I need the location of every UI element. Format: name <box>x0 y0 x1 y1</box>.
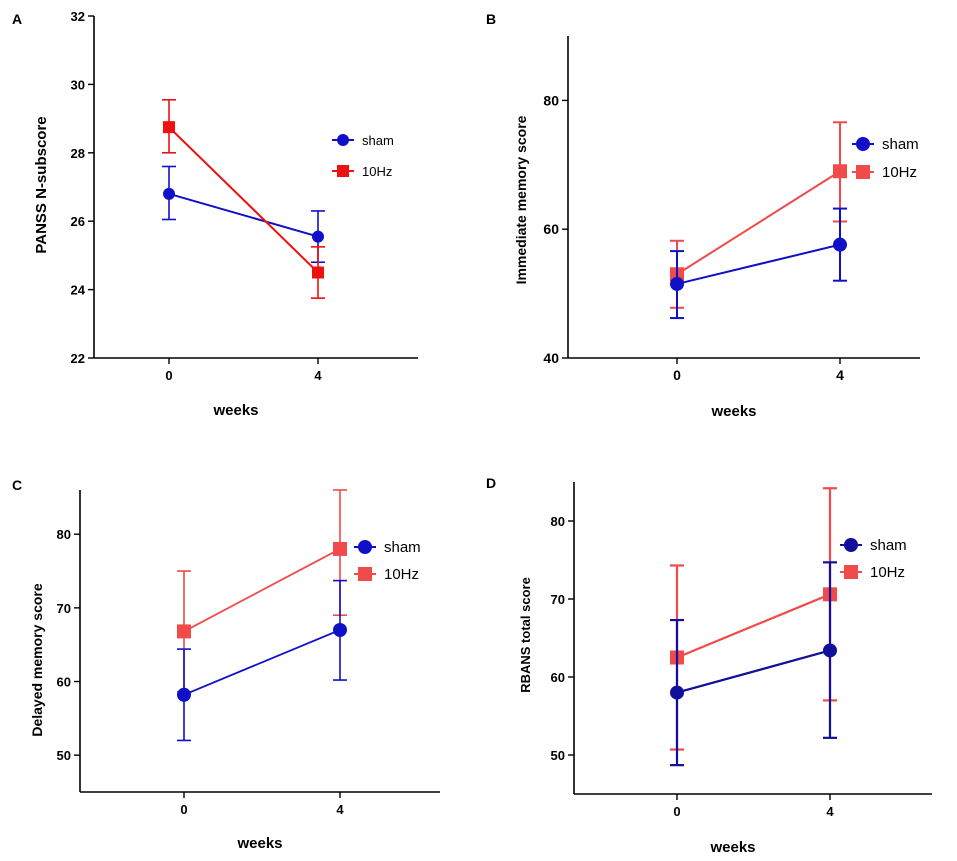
x-tick-label: 0 <box>180 802 187 817</box>
series-10hz <box>670 487 837 751</box>
series-10hz <box>162 98 325 299</box>
legend: sham 10Hz <box>354 539 421 583</box>
series-sham <box>177 579 347 742</box>
data-point-circle <box>833 237 847 252</box>
legend-label: sham <box>384 539 421 556</box>
series-line <box>183 548 341 633</box>
y-tick-label: 26 <box>71 214 85 229</box>
y-axis-label: Immediate memory score <box>513 115 529 284</box>
panel-b: B 40 60 80 0 4 weeks Immediate memory score sham… <box>486 11 920 420</box>
legend-marker-square <box>337 165 349 177</box>
series-sham <box>162 165 325 264</box>
y-tick-label: 70 <box>551 592 565 607</box>
panel-d: D 50 60 70 80 0 4 weeks RBANS total score sham 10H… <box>486 475 932 856</box>
legend-marker-circle <box>844 538 858 552</box>
y-tick-label: 30 <box>71 77 85 92</box>
y-tick-label: 28 <box>71 146 85 161</box>
data-point-circle <box>312 230 324 243</box>
series-line <box>676 243 841 285</box>
legend-label: 10Hz <box>362 164 392 179</box>
x-tick-label: 0 <box>673 804 680 819</box>
series-sham <box>670 561 837 767</box>
legend-label: sham <box>870 537 907 554</box>
y-axis-label: Delayed memory score <box>29 583 45 737</box>
x-axis-label: weeks <box>709 839 755 856</box>
legend-marker-circle <box>358 540 372 554</box>
y-tick-label: 60 <box>543 221 559 237</box>
y-tick-label: 80 <box>551 514 565 529</box>
y-axis-label: RBANS total score <box>518 577 533 693</box>
y-tick-label: 60 <box>551 670 565 685</box>
x-tick-label: 0 <box>673 367 681 383</box>
legend-label: sham <box>882 136 919 153</box>
panel-label: B <box>486 11 496 27</box>
y-tick-label: 32 <box>71 9 85 24</box>
y-tick-label: 50 <box>551 748 565 763</box>
x-tick-label: 4 <box>336 802 344 817</box>
data-point-circle <box>163 187 175 200</box>
data-point-square <box>833 164 847 179</box>
x-axis-label: weeks <box>212 402 258 419</box>
legend-label: 10Hz <box>870 564 905 581</box>
x-tick-label: 4 <box>314 368 322 383</box>
legend: sham 10Hz <box>332 133 394 179</box>
y-tick-label: 40 <box>543 350 559 366</box>
legend-label: sham <box>362 133 394 148</box>
legend-marker-square <box>358 567 372 581</box>
panel-label: A <box>12 11 22 27</box>
data-point-square <box>333 541 347 556</box>
series-line <box>168 192 319 238</box>
data-point-circle <box>670 685 684 700</box>
series-line <box>183 629 341 696</box>
series-line <box>676 593 831 659</box>
y-tick-label: 24 <box>71 283 86 298</box>
legend: sham 10Hz <box>840 537 907 581</box>
panel-label: C <box>12 477 22 493</box>
series-sham <box>670 207 847 320</box>
x-axis-label: weeks <box>236 835 282 852</box>
series-line <box>676 649 831 694</box>
legend-label: 10Hz <box>882 164 917 181</box>
data-point-square <box>163 121 175 134</box>
data-point-square <box>177 624 191 639</box>
data-point-circle <box>177 687 191 702</box>
data-point-square <box>312 266 324 279</box>
legend-marker-square <box>856 165 870 179</box>
y-axis-label: PANSS N-subscore <box>33 116 50 253</box>
legend: sham 10Hz <box>852 136 919 181</box>
legend-label: 10Hz <box>384 566 419 583</box>
x-tick-label: 4 <box>826 804 834 819</box>
data-point-circle <box>333 622 347 637</box>
y-tick-label: 70 <box>57 601 71 616</box>
y-tick-label: 80 <box>543 92 559 108</box>
data-point-circle <box>670 276 684 291</box>
x-tick-label: 0 <box>165 368 172 383</box>
legend-marker-square <box>844 565 858 579</box>
series-line <box>168 126 319 274</box>
series-line <box>676 170 841 276</box>
x-axis-label: weeks <box>710 403 756 420</box>
panel-c: C 50 60 70 80 0 4 weeks Delayed memory score sham… <box>12 477 440 852</box>
y-tick-label: 50 <box>57 748 71 763</box>
panel-a: A 22 24 26 28 30 32 0 4 weeks PANSS N-subscore sham… <box>12 9 418 419</box>
y-tick-label: 80 <box>57 527 71 542</box>
legend-marker-circle <box>337 134 349 146</box>
y-tick-label: 60 <box>57 675 71 690</box>
data-point-circle <box>823 643 837 658</box>
legend-marker-circle <box>856 137 870 151</box>
panel-label: D <box>486 475 496 491</box>
y-tick-label: 22 <box>71 351 85 366</box>
x-tick-label: 4 <box>836 367 844 383</box>
